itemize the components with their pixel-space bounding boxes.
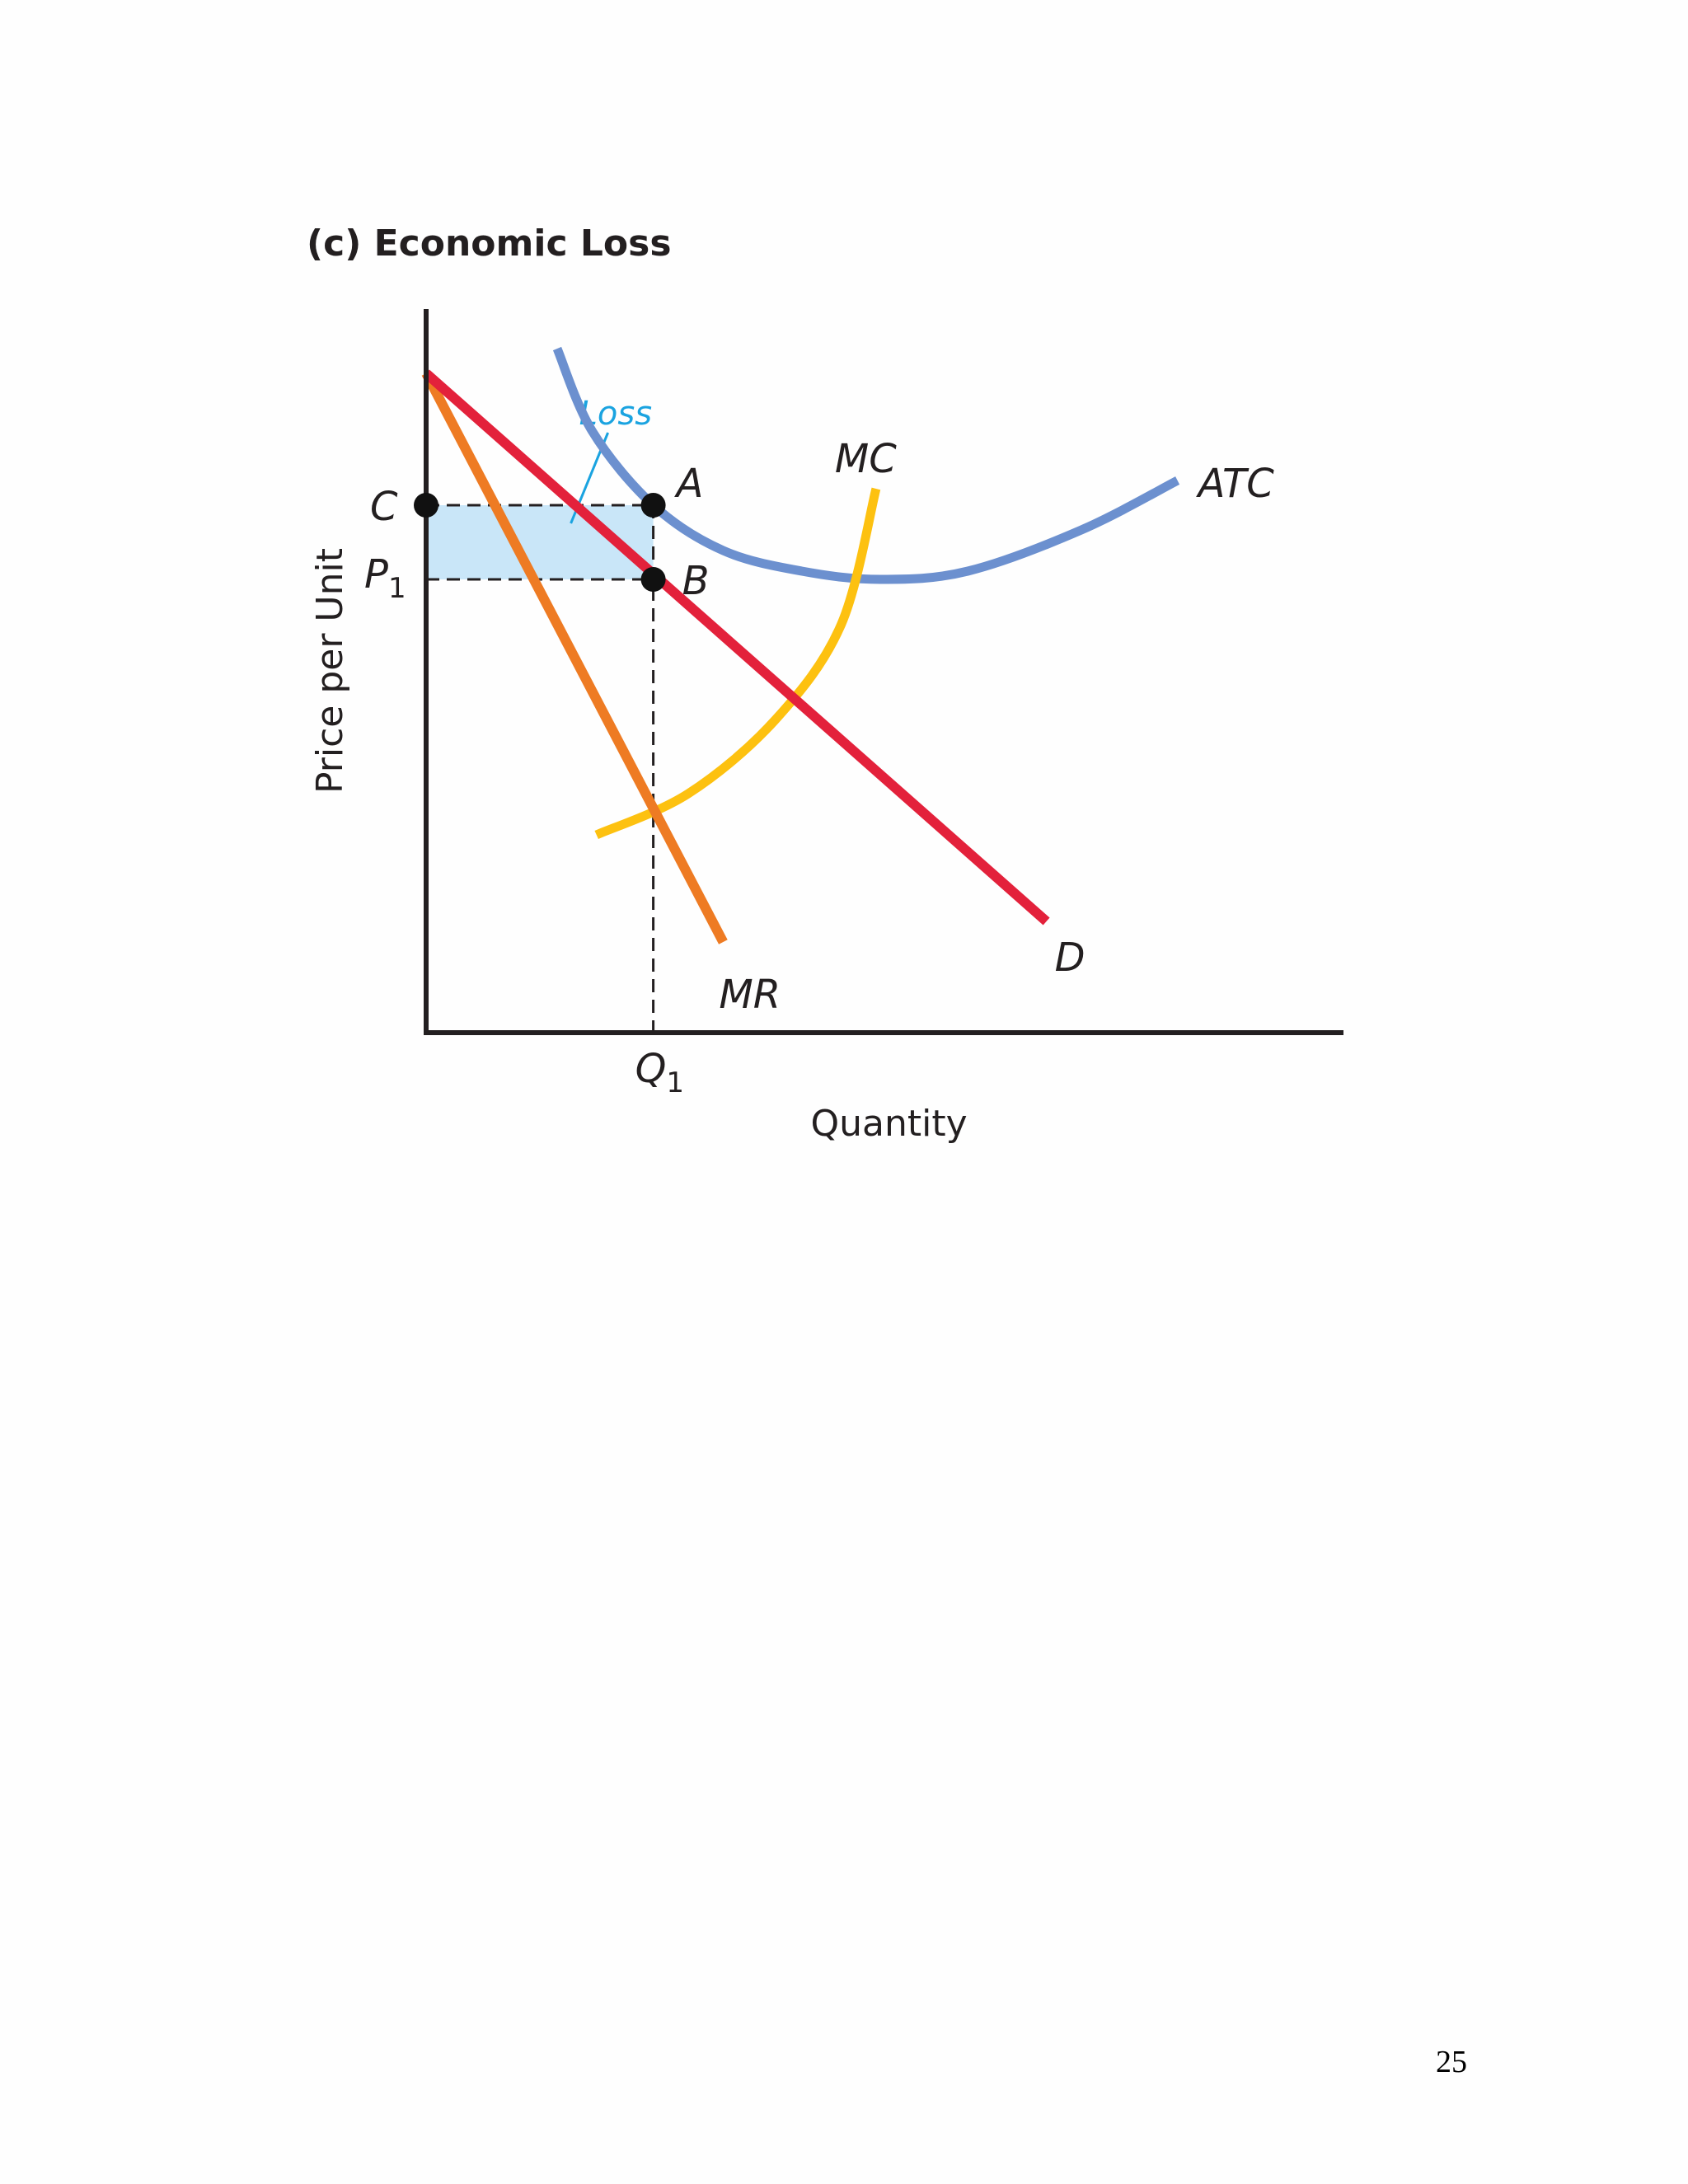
point-b-marker (640, 567, 666, 592)
mr-curve (421, 371, 728, 944)
point-b-label: B (682, 558, 710, 604)
chart-title: (c) Economic Loss (307, 223, 672, 265)
point-a-marker (640, 493, 666, 518)
demand-series-label: D (1055, 935, 1085, 981)
point-a-label: A (674, 461, 704, 507)
mr-series-label: MR (719, 972, 781, 1018)
y-axis-title: Price per Unit (309, 548, 351, 794)
x-axis-title: Quantity (811, 1103, 968, 1145)
mc-series-label: MC (835, 436, 897, 482)
demand-curve (423, 369, 1050, 926)
y-tick-label-c: C (370, 484, 398, 530)
x-tick-label-q1: Q1 (635, 1046, 684, 1099)
mc-curve (594, 487, 881, 840)
point-c-marker (414, 493, 438, 518)
atc-curve (552, 346, 1180, 584)
atc-series-label: ATC (1196, 461, 1275, 507)
page-number: 25 (1436, 2045, 1467, 2079)
y-tick-label-p1: P1 (364, 551, 406, 605)
